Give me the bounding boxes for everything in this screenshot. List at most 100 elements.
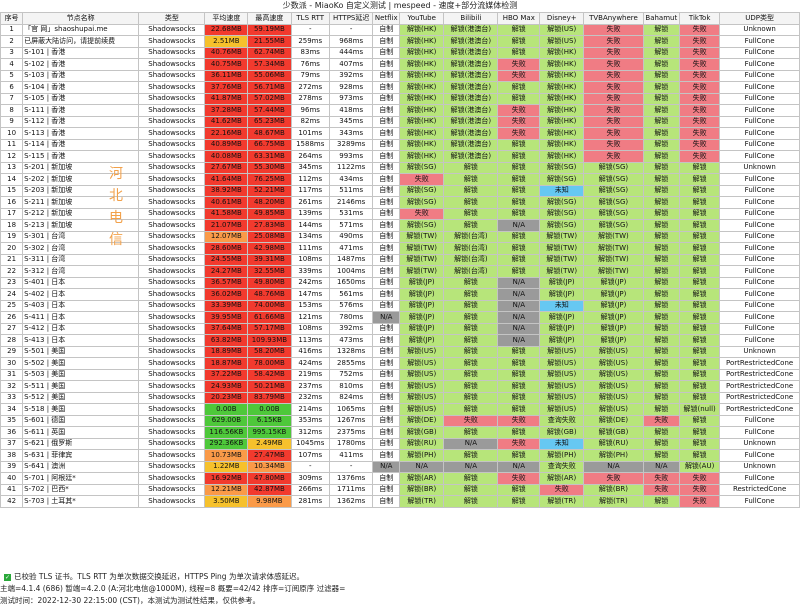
table-cell: 解锁 xyxy=(679,414,721,427)
table-cell: S-411 | 日本 xyxy=(22,311,140,324)
table-cell: 解锁 xyxy=(642,35,681,48)
table-row: 5 S-103 | 香港 Shadowsocks 36.11MB 55.06MB 79ms… xyxy=(0,69,800,82)
table-cell: 解锁 xyxy=(679,449,721,462)
table-cell: 37.76MB xyxy=(204,81,249,94)
table-cell: 解锁(JP) xyxy=(583,311,644,324)
table-cell: 38 xyxy=(0,449,24,462)
table-row: 23 S-401 | 日本 Shadowsocks 36.57MB 49.80MB 242… xyxy=(0,276,800,289)
table-cell: 解锁 xyxy=(679,276,721,289)
table-cell: 未知 xyxy=(539,437,585,450)
table-cell: 解锁 xyxy=(443,345,499,358)
table-cell: 解锁 xyxy=(443,184,499,197)
table-cell: 解锁(JP) xyxy=(399,299,445,312)
table-cell: 33 xyxy=(0,391,24,404)
table-body: 1 「官 网」shaoshupai.me Shadowsocks 22.68MB 59.… xyxy=(0,23,800,508)
table-cell: N/A xyxy=(497,276,541,289)
table-cell: 36.11MB xyxy=(204,69,249,82)
table-cell: S-402 | 日本 xyxy=(22,288,140,301)
table-cell: 自制 xyxy=(372,58,401,71)
table-cell: 47.80MB xyxy=(247,472,292,485)
table-header: 序号 节点名称 类型 平均速度 最高速度 TLS RTT HTTPS延迟 Netflix You… xyxy=(0,12,800,25)
table-cell: 40.89MB xyxy=(204,138,249,151)
table-cell: 解锁(US) xyxy=(399,403,445,416)
table-cell: 解锁(港澳台) xyxy=(443,138,499,151)
table-cell: 解锁 xyxy=(642,403,681,416)
table-cell: 39 xyxy=(0,460,24,473)
table-cell: 解锁 xyxy=(497,35,541,48)
table-cell: S-301 | 台湾 xyxy=(22,230,140,243)
table-cell: 解锁(DE) xyxy=(399,414,445,427)
table-cell: 解锁(US) xyxy=(583,403,644,416)
table-cell: 40.08MB xyxy=(204,150,249,163)
table-cell: 解锁(RU) xyxy=(399,437,445,450)
table-cell: 解锁 xyxy=(497,368,541,381)
table-cell: 解锁 xyxy=(497,265,541,278)
table-cell: 解锁(JP) xyxy=(583,322,644,335)
table-cell: 解锁 xyxy=(642,219,681,232)
table-cell: 424ms xyxy=(290,357,330,370)
table-cell: 112ms xyxy=(290,173,330,186)
table-cell: 66.75MB xyxy=(247,138,292,151)
table-cell: S-601 | 德国 xyxy=(22,414,140,427)
table-cell: 63.82MB xyxy=(204,334,249,347)
table-cell: 2.49MB xyxy=(247,437,292,450)
table-cell: 解锁(US) xyxy=(583,345,644,358)
table-cell: 1004ms xyxy=(328,265,374,278)
table-cell: 解锁(GB) xyxy=(539,426,585,439)
table-cell: S-611 | 英国 xyxy=(22,426,140,439)
table-cell: Unknown xyxy=(719,437,800,450)
table-cell: 解锁 xyxy=(497,426,541,439)
table-cell: 解锁 xyxy=(679,265,721,278)
table-cell: 10 xyxy=(0,127,24,140)
table-cell: 9.98MB xyxy=(247,495,292,508)
table-cell: 自制 xyxy=(372,334,401,347)
table-cell: 37.64MB xyxy=(204,322,249,335)
table-cell: FullCone xyxy=(719,253,800,266)
table-cell: Shadowsocks xyxy=(138,426,206,439)
table-cell: 1780ms xyxy=(328,437,374,450)
table-cell: 自制 xyxy=(372,115,401,128)
table-cell: 解锁 xyxy=(642,173,681,186)
table-cell: 失败 xyxy=(679,69,721,82)
table-cell: 解锁(TW) xyxy=(399,230,445,243)
table-cell: 解锁 xyxy=(679,391,721,404)
table-cell: 41.87MB xyxy=(204,92,249,105)
table-cell: 未知 xyxy=(539,299,585,312)
table-cell: 407ms xyxy=(328,58,374,71)
table-cell: 自制 xyxy=(372,127,401,140)
table-cell: S-501 | 美国 xyxy=(22,345,140,358)
table-cell: 242ms xyxy=(290,276,330,289)
table-cell: 自制 xyxy=(372,196,401,209)
column-header: TLS RTT xyxy=(290,12,330,25)
table-cell: FullCone xyxy=(719,242,800,255)
table-cell: 解锁 xyxy=(497,449,541,462)
table-cell: 511ms xyxy=(328,184,374,197)
table-row: 22 S-312 | 台湾 Shadowsocks 24.27MB 32.55MB 339… xyxy=(0,265,800,278)
table-cell: S-101 | 香港 xyxy=(22,46,140,59)
table-cell: 查询失败 xyxy=(539,460,585,473)
table-cell: 解锁(JP) xyxy=(399,322,445,335)
table-cell: Shadowsocks xyxy=(138,403,206,416)
table-cell: 35 xyxy=(0,414,24,427)
table-cell: 自制 xyxy=(372,391,401,404)
table-cell: 19 xyxy=(0,230,24,243)
table-cell: 57.34MB xyxy=(247,58,292,71)
table-row: 15 S-203 | 新加坡 Shadowsocks 38.92MB 52.21MB 11… xyxy=(0,184,800,197)
table-cell: 失败 xyxy=(583,127,644,140)
table-cell: Shadowsocks xyxy=(138,253,206,266)
table-cell: 3289ms xyxy=(328,138,374,151)
table-cell: 153ms xyxy=(290,299,330,312)
table-cell: 解锁 xyxy=(497,391,541,404)
table-row: 40 S-701 | 阿根廷* Shadowsocks 16.92MB 47.80MB 3… xyxy=(0,472,800,485)
table-cell: 自制 xyxy=(372,426,401,439)
table-cell: S-518 | 美国 xyxy=(22,403,140,416)
table-cell: 2 xyxy=(0,35,24,48)
table-row: 36 S-611 | 英国 Shadowsocks 116.56KB 995.15KB 3… xyxy=(0,426,800,439)
table-row: 31 S-503 | 美国 Shadowsocks 37.22MB 58.42MB 219… xyxy=(0,368,800,381)
table-cell: 自制 xyxy=(372,403,401,416)
table-cell: 解锁(US) xyxy=(539,23,585,36)
table-cell: 解锁(SG) xyxy=(583,196,644,209)
table-cell: 392ms xyxy=(328,69,374,82)
table-cell: 531ms xyxy=(328,207,374,220)
table-cell: 「官 网」shaoshupai.me xyxy=(22,23,140,36)
